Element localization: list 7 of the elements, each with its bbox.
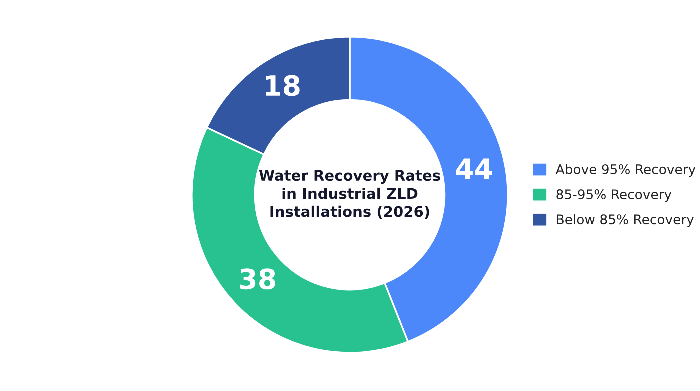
legend-label: Above 95% Recovery	[556, 164, 696, 178]
data-label: 18	[266, 75, 300, 96]
data-label: 44	[456, 158, 492, 179]
text: Water Recovery Rates in Industrial ZLD Installations (2026)	[259, 170, 440, 219]
legend-label: 85-95% Recovery	[556, 190, 672, 202]
legend-label: Below 85% Recovery	[557, 214, 694, 228]
data-label: 38	[240, 268, 276, 290]
